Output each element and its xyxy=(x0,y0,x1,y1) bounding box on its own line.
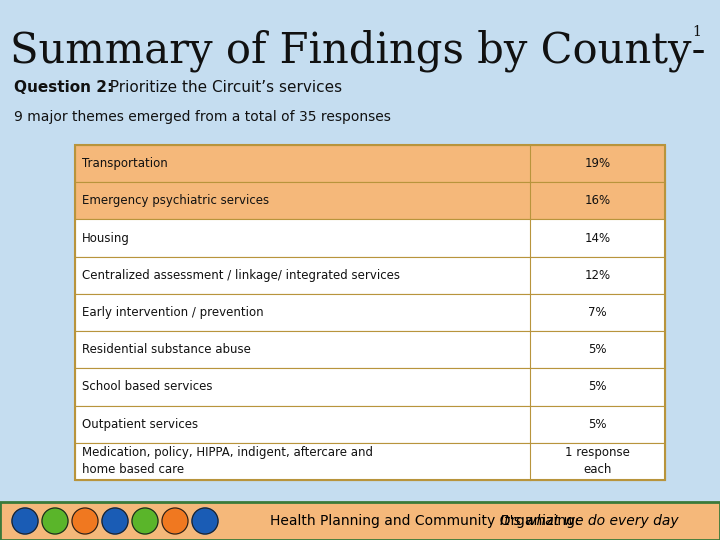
Text: Transportation: Transportation xyxy=(82,157,168,170)
Bar xyxy=(75,331,665,368)
Circle shape xyxy=(132,508,158,534)
Text: Summary of Findings by County- Nassau: Summary of Findings by County- Nassau xyxy=(10,30,720,72)
Circle shape xyxy=(162,508,188,534)
Bar xyxy=(75,368,665,406)
Text: Medication, policy, HIPPA, indigent, aftercare and
home based care: Medication, policy, HIPPA, indigent, aft… xyxy=(82,447,373,476)
Text: Early intervention / prevention: Early intervention / prevention xyxy=(82,306,264,319)
Bar xyxy=(75,406,665,443)
Text: It's what we do every day: It's what we do every day xyxy=(500,514,679,528)
Text: 7%: 7% xyxy=(588,306,607,319)
Text: Centralized assessment / linkage/ integrated services: Centralized assessment / linkage/ integr… xyxy=(82,269,400,282)
Text: Emergency psychiatric services: Emergency psychiatric services xyxy=(82,194,269,207)
Text: 1 response
each: 1 response each xyxy=(565,447,630,476)
Text: 5%: 5% xyxy=(588,343,607,356)
Bar xyxy=(75,182,665,219)
Text: Health Planning and Community Organizing:: Health Planning and Community Organizing… xyxy=(270,514,588,528)
Bar xyxy=(75,145,665,480)
Text: Prioritize the Circuit’s services: Prioritize the Circuit’s services xyxy=(100,80,342,95)
Text: 5%: 5% xyxy=(588,417,607,431)
Circle shape xyxy=(192,508,218,534)
Circle shape xyxy=(42,508,68,534)
Bar xyxy=(75,145,665,182)
Text: Residential substance abuse: Residential substance abuse xyxy=(82,343,251,356)
Text: 9 major themes emerged from a total of 35 responses: 9 major themes emerged from a total of 3… xyxy=(14,110,391,124)
Text: 5%: 5% xyxy=(588,381,607,394)
Text: 1: 1 xyxy=(692,25,701,39)
Circle shape xyxy=(12,508,38,534)
Text: Question 2:: Question 2: xyxy=(14,80,113,95)
Bar xyxy=(0,502,720,540)
Text: 14%: 14% xyxy=(585,232,611,245)
Text: 19%: 19% xyxy=(585,157,611,170)
Text: 12%: 12% xyxy=(585,269,611,282)
Text: Housing: Housing xyxy=(82,232,130,245)
Circle shape xyxy=(72,508,98,534)
Bar xyxy=(75,294,665,331)
Text: Outpatient services: Outpatient services xyxy=(82,417,198,431)
Bar xyxy=(75,219,665,256)
Circle shape xyxy=(102,508,128,534)
Text: School based services: School based services xyxy=(82,381,212,394)
Text: 16%: 16% xyxy=(585,194,611,207)
Bar xyxy=(75,443,665,480)
Bar xyxy=(75,256,665,294)
